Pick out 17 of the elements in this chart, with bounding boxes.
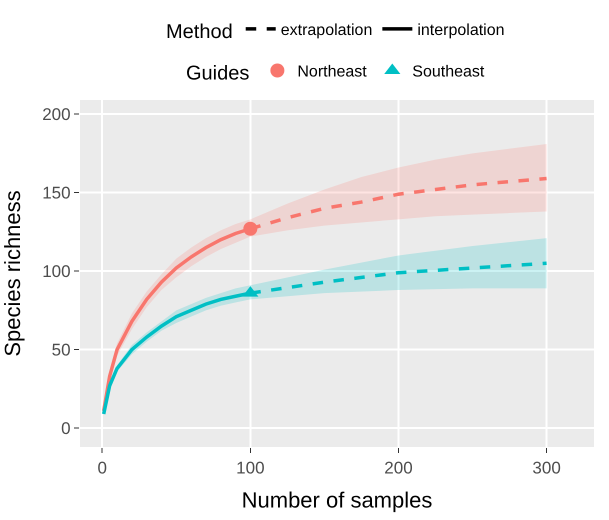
y-tick-label: 150 [42,184,71,203]
legend-label: extrapolation [280,22,372,40]
y-tick-label: 200 [42,105,71,124]
legend-label: Northeast [297,64,368,81]
y-tick-label: 100 [42,262,71,282]
legend-label: interpolation [417,22,505,40]
y-tick-label: 0 [61,419,71,438]
text: Guides [186,62,250,85]
legend-label: Southeast [412,64,485,81]
x-tick-label: 200 [384,458,413,478]
x-tick-label: 0 [97,458,107,478]
x-tick-label: 300 [532,458,561,478]
y-tick-label: 50 [52,340,71,360]
y-axis-title: Species richness [0,190,26,357]
x-axis-title: Number of samples [242,487,432,512]
text: Method [166,20,233,43]
x-tick-label: 100 [236,458,265,478]
